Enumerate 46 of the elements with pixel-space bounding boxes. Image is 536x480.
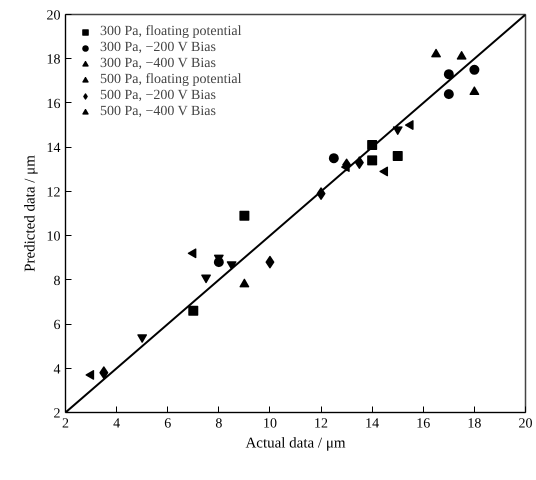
point	[265, 256, 274, 269]
point	[188, 248, 196, 258]
y-tick-label: 18	[46, 52, 60, 68]
y-tick-label: 16	[46, 96, 60, 112]
point	[444, 69, 454, 80]
x-tick-label: 20	[518, 416, 532, 432]
y-tick-label: 2	[54, 406, 60, 422]
legend-label: 500 Pa, −200 V Bias	[100, 88, 216, 104]
y-tick-label: 10	[46, 230, 60, 245]
point	[456, 50, 467, 60]
x-tick-label: 18	[467, 416, 482, 432]
x-tick-label: 14	[365, 416, 380, 432]
point	[328, 153, 339, 164]
point	[469, 64, 480, 75]
point	[99, 366, 108, 380]
point	[469, 86, 480, 95]
x-axis-title: Actual data / μm	[245, 436, 346, 452]
y-tick-label: 20	[46, 8, 60, 24]
y-tick-label: 8	[54, 274, 60, 289]
x-tick-label: 4	[113, 416, 120, 432]
y-tick-label: 4	[54, 362, 60, 378]
point	[392, 151, 403, 162]
point	[85, 370, 94, 380]
legend-label: 500 Pa, floating potential	[100, 72, 242, 88]
point	[379, 166, 388, 176]
point	[188, 306, 198, 316]
y-tick-label: 14	[46, 141, 60, 156]
x-tick-label: 6	[164, 416, 172, 432]
x-tick-label: 8	[215, 416, 222, 432]
point	[201, 274, 212, 284]
legend-label: 500 Pa, −400 V Bias	[100, 104, 216, 120]
x-tick-label: 16	[416, 416, 430, 432]
legend-label: 300 Pa, floating potential	[100, 24, 242, 40]
y-axis-title: Predicted data / μm	[22, 154, 38, 272]
point	[404, 120, 414, 130]
point	[444, 89, 454, 100]
point	[367, 155, 378, 166]
point	[239, 210, 250, 221]
x-tick-label: 12	[314, 416, 328, 432]
point	[137, 334, 148, 344]
y-tick-label: 6	[54, 318, 60, 334]
x-tick-label: 10	[262, 416, 277, 432]
legend-label: 300 Pa, −400 V Bias	[100, 56, 216, 72]
y-tick-label: 12	[46, 185, 60, 200]
point	[431, 48, 442, 58]
legend-label: 300 Pa, −200 V Bias	[100, 40, 216, 56]
